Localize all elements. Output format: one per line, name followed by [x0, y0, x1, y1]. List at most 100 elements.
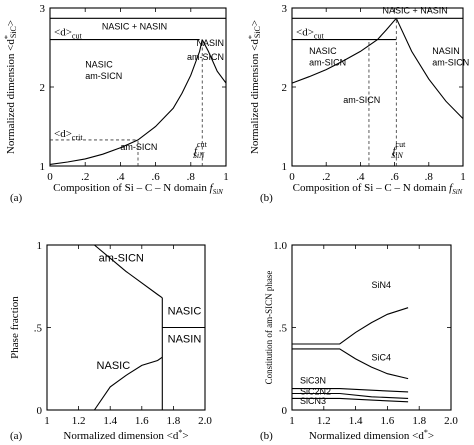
- f-cut-sub: SiN: [391, 151, 403, 160]
- x-axis-title-part: >: [182, 430, 188, 442]
- region-label: am-SICN: [120, 142, 157, 152]
- y-tick-label: 2: [40, 82, 46, 94]
- d-cut-label-sub: cut: [72, 32, 83, 41]
- y-axis-title-sub: SiC: [253, 26, 262, 38]
- series-label: SiC3N: [300, 376, 326, 386]
- y-axis-title-part: >: [249, 20, 261, 26]
- x-axis-title-var: f: [210, 182, 215, 194]
- x-axis-title-part: N domain: [403, 182, 449, 194]
- x-axis-title-part: >: [428, 430, 434, 442]
- y-tick-label: 1: [282, 161, 288, 173]
- d-crit-label: <d>crit: [54, 128, 83, 142]
- x-axis-title-part: N domain: [163, 182, 209, 194]
- y-axis-title-sub: SiC: [9, 26, 18, 38]
- d-cut-label-sub: cut: [314, 32, 325, 41]
- series-label: SiC2N2: [300, 386, 331, 396]
- x-tick-label: 2.0: [198, 415, 212, 427]
- series-line: [201, 39, 227, 84]
- region-label: NASIC + NASIN: [382, 6, 447, 16]
- x-axis-title-part: Composition of Si: [53, 182, 134, 194]
- x-tick-label: 1.2: [72, 415, 86, 427]
- y-axis-title: Normalized dimension <d*SiC>: [3, 20, 18, 154]
- series-label: SiCN3: [300, 396, 326, 406]
- phase-label: NASIC: [97, 360, 131, 372]
- x-tick-label: .8: [187, 171, 196, 183]
- x-tick-label: 1.6: [135, 415, 149, 427]
- region-label: NASIC: [85, 59, 113, 69]
- x-axis-title: Normalized dimension <d*>: [63, 428, 188, 442]
- x-tick-label: .4: [116, 171, 125, 183]
- x-axis-title-sup: *: [178, 428, 182, 437]
- x-axis-title-var: f: [449, 182, 454, 194]
- f-cut-main: f: [194, 145, 199, 157]
- x-tick-label: 0: [289, 171, 295, 183]
- series-sin4: [292, 307, 409, 345]
- region-label: am-SICN: [343, 95, 380, 105]
- y-axis-title: Normalized dimension <d*SiC>: [247, 20, 262, 154]
- y-tick-label: 0: [37, 405, 43, 417]
- panel-b-constitution: 1 1.2 1.4 1.6 1.8 2.00.51.0(b)SiN4SiC4SiC3NSi…: [260, 240, 458, 442]
- x-tick-label: 1.8: [167, 415, 181, 427]
- f-cut-sup: cut: [197, 140, 208, 149]
- y-axis-title-sup: *: [3, 35, 12, 39]
- series-sic3n: [292, 388, 409, 393]
- phase-boundary: [94, 244, 163, 299]
- y-axis-title: Phase fraction: [9, 296, 21, 359]
- y-tick-label: 3: [282, 3, 288, 15]
- region-label: am-SICN: [432, 58, 469, 68]
- y-axis-title-part: Normalized dimension <d: [5, 39, 17, 154]
- panel-a-phase-fraction: 1 1.2 1.4 1.6 1.8 2.0 0 .5 1 (a) am-SICN NASIC NASIC…: [9, 240, 212, 442]
- x-axis-title-dash: –: [134, 182, 145, 194]
- d-cut-label: <d>cut: [54, 27, 82, 41]
- x-axis-title-dash: –: [152, 182, 163, 194]
- x-axis-title-part: Normalized dimension <d: [309, 430, 424, 442]
- x-tick-label: .2: [81, 171, 89, 183]
- series-sic2n2: [292, 392, 409, 399]
- panel-label: (a): [10, 430, 23, 442]
- x-tick-label: 1.6: [381, 415, 395, 427]
- series-sic4: [292, 348, 409, 380]
- region-label: NASIN: [432, 46, 460, 56]
- y-tick-label: 1: [37, 240, 43, 252]
- region-label: NASIC: [309, 46, 337, 56]
- y-tick-label: 0: [282, 405, 288, 417]
- region-label: am-SICN: [309, 58, 346, 68]
- panel-label: (b): [260, 430, 273, 442]
- series-line: [395, 18, 464, 119]
- phase-label: am-SICN: [99, 253, 144, 265]
- x-axis-title-dash: –: [392, 182, 403, 194]
- y-axis-title-part: Normalized dimension <d: [249, 39, 261, 154]
- f-cut-label: fcut SiN: [391, 140, 406, 160]
- x-axis-title-part: C: [384, 182, 391, 194]
- series-line: [291, 17, 397, 84]
- f-cut-label: fcut SiN: [193, 140, 208, 160]
- f-cut-sub: SiN: [193, 151, 205, 160]
- y-tick-label: .5: [279, 323, 288, 335]
- x-tick-label: 1.4: [349, 415, 363, 427]
- x-axis-title: Composition of Si – C – N domain fSiN: [53, 182, 223, 196]
- x-axis-title-dash: –: [373, 182, 384, 194]
- region-label: am-SICN: [85, 71, 122, 81]
- x-tick-label: 1: [460, 171, 466, 183]
- d-cut-label: <d>cut: [296, 27, 324, 41]
- phase-label: NASIC: [168, 305, 202, 317]
- f-cut-sup: cut: [396, 140, 407, 149]
- x-tick-label: 2.0: [444, 415, 458, 427]
- x-axis-title-sub: SiN: [452, 188, 462, 196]
- f-cut-main: f: [392, 145, 397, 157]
- x-tick-label: 1.4: [103, 415, 117, 427]
- x-axis-title: Normalized dimension <d*>: [309, 428, 434, 442]
- x-tick-label: 1: [44, 415, 50, 427]
- x-axis-title-part: Normalized dimension <d: [63, 430, 178, 442]
- x-tick-label: 1.2: [317, 415, 331, 427]
- x-tick-label: .2: [322, 171, 330, 183]
- x-axis-title: Composition of Si – C – N domain fSiN: [293, 182, 463, 196]
- x-tick-label: .8: [425, 171, 434, 183]
- panel-label: (a): [10, 192, 23, 204]
- x-tick-label: .6: [390, 171, 399, 183]
- region-label: am-SICN: [187, 52, 224, 62]
- x-tick-label: 1: [289, 415, 295, 427]
